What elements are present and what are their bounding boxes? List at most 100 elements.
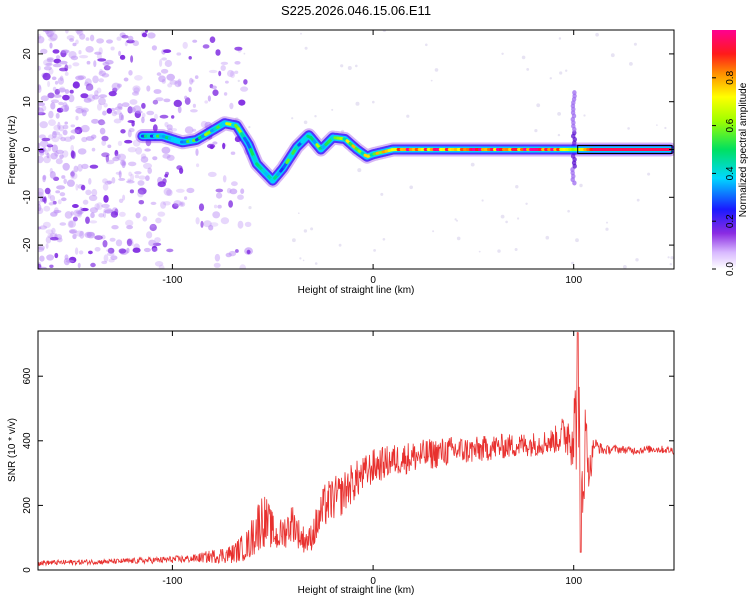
- noise-blob: [198, 203, 205, 211]
- noise-blob: [114, 149, 119, 157]
- noise-blob: [39, 255, 45, 262]
- noise-blob: [39, 121, 48, 129]
- noise-blob: [60, 105, 70, 112]
- noise-blob: [41, 137, 51, 142]
- noise-blob: [38, 266, 47, 269]
- noise-speck: [670, 256, 674, 260]
- noise-blob: [155, 97, 164, 102]
- noise-blob: [141, 102, 146, 109]
- noise-blob: [237, 194, 244, 200]
- noise-blob: [103, 65, 111, 71]
- noise-blob: [152, 124, 158, 132]
- noise-blob: [141, 112, 146, 118]
- noise-speck: [456, 236, 461, 241]
- noise-blob: [107, 247, 115, 254]
- noise-blob: [184, 196, 188, 201]
- noise-blob: [55, 158, 63, 165]
- noise-blob: [45, 229, 54, 234]
- noise-speck: [310, 227, 314, 231]
- noise-speck: [481, 199, 484, 202]
- noise-blob: [91, 147, 96, 152]
- noise-blob: [50, 152, 58, 160]
- noise-blob: [130, 241, 134, 246]
- noise-blob: [121, 34, 129, 39]
- noise-blob: [102, 178, 108, 184]
- noise-blob: [59, 222, 67, 226]
- noise-blob: [75, 39, 79, 45]
- noise-blob: [69, 229, 77, 234]
- noise-blob: [85, 216, 90, 224]
- noise-blob: [82, 199, 89, 205]
- y-tick-label: 200: [22, 497, 33, 514]
- noise-speck: [372, 100, 375, 104]
- noise-blob: [75, 30, 83, 34]
- noise-blob: [79, 206, 83, 213]
- noise-speck: [233, 251, 236, 253]
- noise-blob: [107, 144, 112, 149]
- noise-blob: [103, 254, 109, 262]
- noise-blob: [109, 237, 116, 242]
- noise-blob: [57, 88, 67, 93]
- noise-blob: [132, 105, 142, 113]
- noise-speck: [667, 256, 670, 259]
- noise-blob: [111, 225, 119, 230]
- noise-blob: [89, 164, 99, 169]
- noise-blob: [162, 153, 171, 159]
- noise-blob: [214, 253, 221, 262]
- y-tick-label: 400: [22, 432, 33, 449]
- noise-blob: [50, 99, 60, 104]
- noise-blob: [54, 88, 60, 95]
- noise-speck: [298, 212, 300, 214]
- noise-speck: [497, 249, 501, 253]
- noise-blob: [69, 135, 76, 140]
- noise-blob: [117, 103, 123, 110]
- noise-blob: [165, 171, 169, 176]
- noise-blob: [54, 252, 59, 259]
- noise-blob: [128, 171, 132, 177]
- noise-blob: [54, 80, 59, 85]
- noise-blob: [98, 213, 105, 218]
- noise-blob: [106, 108, 113, 114]
- noise-blob: [130, 173, 135, 182]
- noise-speck: [515, 185, 519, 189]
- noise-blob: [143, 247, 151, 253]
- noise-blob: [159, 59, 163, 67]
- noise-blob: [38, 142, 41, 149]
- noise-blob: [38, 36, 45, 44]
- noise-speck: [347, 66, 352, 70]
- noise-blob: [166, 248, 174, 253]
- noise-blob: [42, 72, 51, 81]
- noise-blob: [58, 60, 68, 65]
- noise-blob: [126, 180, 135, 184]
- noise-blob: [128, 128, 135, 133]
- noise-blob: [118, 170, 122, 179]
- noise-blob: [94, 247, 101, 252]
- noise-blob: [77, 163, 83, 172]
- noise-speck: [340, 64, 344, 68]
- noise-blob: [68, 220, 76, 228]
- spike-blob: [572, 90, 577, 96]
- noise-blob: [119, 211, 126, 217]
- colorbar-gradient: [712, 30, 736, 269]
- noise-speck: [565, 69, 568, 72]
- noise-blob: [166, 124, 173, 131]
- noise-blob: [121, 160, 126, 169]
- snr-panel: -100 0 100 0 200 400 600 Height of straight l…: [7, 330, 675, 596]
- noise-blob: [96, 87, 102, 94]
- noise-blob: [194, 75, 199, 79]
- noise-speck: [299, 257, 302, 260]
- noise-blob: [173, 200, 182, 207]
- noise-blob: [75, 115, 79, 121]
- noise-blob: [118, 177, 126, 181]
- noise-blob: [46, 152, 50, 159]
- noise-blob: [147, 167, 152, 174]
- noise-blob: [55, 190, 61, 194]
- noise-blob: [98, 78, 104, 83]
- noise-blob: [70, 124, 76, 128]
- noise-blob: [151, 45, 157, 51]
- noise-blob: [154, 237, 161, 243]
- y-tick-label: 0: [22, 567, 33, 573]
- noise-blob: [202, 44, 210, 49]
- noise-blob: [51, 76, 57, 81]
- noise-blob: [58, 133, 63, 140]
